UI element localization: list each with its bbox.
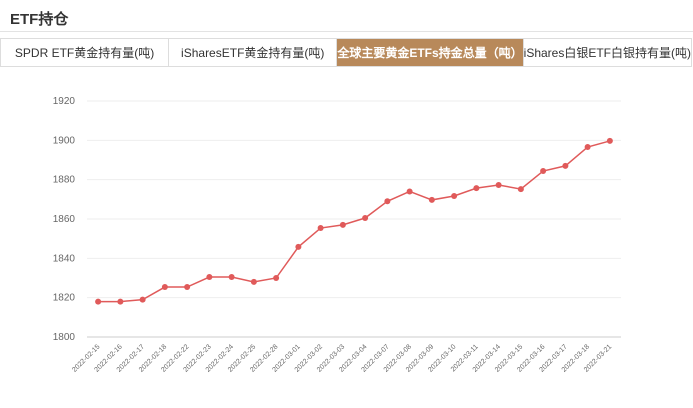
y-tick-label: 1840 — [53, 253, 76, 264]
tab[interactable]: SPDR ETF黄金持有量(吨) — [1, 39, 170, 66]
point — [406, 188, 413, 195]
y-tick-label: 1860 — [53, 214, 76, 225]
tab[interactable]: 全球主要黄金ETFs持金总量（吨） — [337, 39, 524, 66]
point — [562, 162, 569, 169]
point — [273, 275, 280, 281]
point — [161, 284, 168, 291]
point — [317, 225, 324, 232]
y-tick-label: 1880 — [53, 175, 76, 186]
point — [228, 274, 235, 281]
point — [584, 144, 591, 151]
y-tick-label: 1820 — [53, 293, 76, 304]
point — [250, 278, 257, 285]
y-tick-label: 1920 — [53, 96, 76, 107]
line — [98, 140, 611, 303]
point — [184, 284, 191, 291]
y-tick-label: 1900 — [53, 135, 76, 146]
point — [95, 298, 102, 305]
point — [428, 196, 435, 203]
point — [117, 298, 124, 305]
point — [362, 215, 369, 222]
y-tick-label: 1800 — [53, 332, 76, 343]
point — [495, 181, 502, 188]
point — [295, 243, 302, 250]
point — [339, 221, 346, 228]
point — [451, 192, 458, 199]
point — [139, 296, 146, 303]
point — [517, 186, 524, 193]
tab-bar: SPDR ETF黄金持有量(吨) iSharesETF黄金持有量(吨) 全球主要黄金… — [0, 38, 692, 67]
point — [206, 274, 213, 281]
tab[interactable]: iShares白银ETF白银持有量(吨) — [523, 46, 692, 60]
divider — [0, 31, 693, 32]
point — [540, 168, 547, 175]
point — [606, 137, 613, 144]
point — [473, 185, 480, 192]
point — [384, 198, 391, 205]
tab[interactable]: iSharesETF黄金持有量(吨) — [169, 39, 338, 66]
header-title: ETF持仓 — [10, 11, 69, 28]
